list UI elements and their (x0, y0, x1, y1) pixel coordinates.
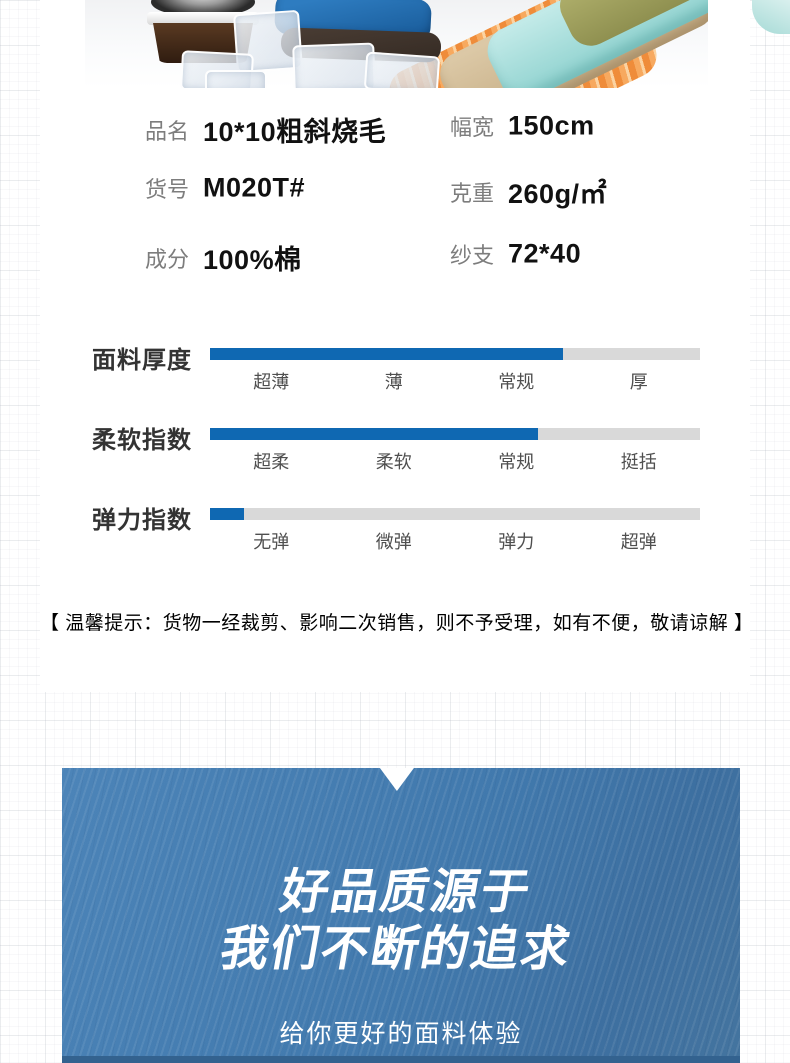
indicator-scale: 超柔 柔软 常规 挺括 (210, 448, 700, 474)
spec-row: 成分 100%棉 纱支 72*40 (40, 238, 750, 277)
spec-row: 品名 10*10粗斜烧毛 幅宽 150cm (40, 110, 750, 149)
spec-label: 幅宽 (450, 115, 495, 140)
indicator-elasticity: 弹力指数 无弹 微弹 弹力 超弹 (40, 498, 750, 568)
indicator-title: 弹力指数 (92, 507, 192, 534)
ice-cube (363, 51, 441, 88)
scale-label: 常规 (498, 372, 535, 392)
ice-cube (205, 70, 267, 88)
spec-label: 纱支 (450, 243, 495, 268)
indicator-track (210, 508, 700, 520)
scale-label: 弹力 (498, 532, 535, 552)
spec-item-yarn-count: 纱支 72*40 (450, 238, 581, 270)
ice-cube (292, 42, 376, 88)
indicator-fill (210, 428, 539, 440)
jar-band (147, 12, 259, 25)
spec-item-composition: 成分 100%棉 (145, 238, 302, 277)
spec-value: 72*40 (508, 238, 582, 269)
corner-fabric-fragment (752, 0, 790, 34)
indicator-thickness: 面料厚度 超薄 薄 常规 厚 (40, 338, 750, 408)
spec-value: 10*10粗斜烧毛 (203, 117, 387, 147)
warm-notice-text: 【 温馨提示：货物一经裁剪、影响二次销售，则不予受理，如有不便，敬请谅解 】 (40, 613, 754, 634)
indicator-scale: 超薄 薄 常规 厚 (210, 368, 700, 394)
scale-label: 超弹 (620, 532, 657, 552)
indicator-scale: 无弹 微弹 弹力 超弹 (210, 528, 700, 554)
banner-bottom-strip (62, 1056, 740, 1063)
scale-label: 微弹 (375, 532, 412, 552)
scale-label: 薄 (384, 372, 403, 392)
scale-label: 超薄 (253, 372, 290, 392)
indicator-softness: 柔软指数 超柔 柔软 常规 挺括 (40, 418, 750, 488)
indicator-title: 面料厚度 (92, 347, 192, 374)
spec-item-width: 幅宽 150cm (450, 110, 595, 142)
spec-item-sku: 货号 M020T# (145, 172, 305, 204)
spec-label: 克重 (450, 180, 495, 206)
indicator-track (210, 348, 700, 360)
notch-triangle (379, 768, 414, 791)
spec-value: 260g/㎡ (508, 179, 608, 209)
product-photo (85, 0, 708, 88)
indicator-title: 柔软指数 (92, 427, 192, 454)
scale-label: 柔软 (375, 452, 412, 472)
spec-label: 货号 (145, 177, 190, 202)
scale-label: 超柔 (253, 452, 290, 472)
content-card: 品名 10*10粗斜烧毛 幅宽 150cm 货号 M020T# 克重 260g/㎡ 成分… (40, 0, 790, 692)
spec-value: 150cm (508, 110, 595, 141)
spec-value: M020T# (203, 172, 306, 203)
banner-headline-line2: 我们不断的追求 (216, 923, 576, 976)
scale-label: 厚 (629, 372, 648, 392)
spec-label: 品名 (145, 118, 190, 144)
spec-item-name: 品名 10*10粗斜烧毛 (145, 110, 386, 149)
banner-headline-line1: 好品质源于 (276, 866, 536, 919)
spec-label: 成分 (145, 246, 190, 272)
scale-label: 挺括 (620, 452, 657, 472)
indicator-fill (210, 508, 245, 520)
scale-label: 无弹 (253, 532, 290, 552)
spec-value: 100%棉 (203, 245, 302, 275)
banner-subtitle: 给你更好的面料体验 (279, 1020, 523, 1048)
indicator-fill (210, 348, 563, 360)
promo-banner: 好品质源于 我们不断的追求 给你更好的面料体验 (62, 768, 740, 1063)
banner-headline: 好品质源于 我们不断的追求 (62, 864, 740, 978)
scale-label: 常规 (498, 452, 535, 472)
spec-item-weight: 克重 260g/㎡ (450, 172, 607, 211)
indicator-track (210, 428, 700, 440)
spec-row: 货号 M020T# 克重 260g/㎡ (40, 172, 750, 211)
